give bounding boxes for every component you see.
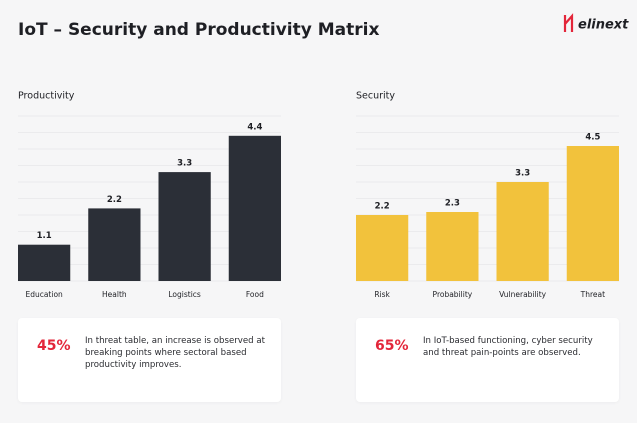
x-tick-label: Risk (374, 290, 390, 299)
page-title: IoT – Security and Productivity Matrix (18, 20, 379, 40)
bar (356, 215, 409, 281)
bar (496, 182, 549, 281)
value-label: 2.3 (445, 199, 460, 209)
callout-card: 45% In threat table, an increase is obse… (18, 318, 281, 402)
value-label: 3.3 (177, 159, 192, 169)
callout-card: 65% In IoT-based functioning, cyber secu… (356, 318, 619, 402)
value-label: 2.2 (375, 202, 390, 212)
bar (158, 172, 211, 281)
callout-figure: 65% (375, 338, 409, 354)
x-tick-label: Education (25, 290, 63, 299)
value-label: 4.5 (585, 133, 600, 143)
chart-title: Productivity (18, 91, 75, 102)
bar (426, 212, 479, 281)
bar (18, 244, 71, 281)
logo-icon (563, 13, 574, 32)
bar (88, 208, 141, 281)
value-label: 4.4 (247, 122, 262, 132)
callout-text: In IoT-based functioning, cyber security… (423, 336, 593, 358)
bar (228, 135, 281, 281)
x-tick-label: Probability (433, 290, 473, 299)
chart-title: Security (356, 91, 395, 102)
callout-text: In threat table, an increase is observed… (85, 336, 265, 370)
value-label: 2.2 (107, 195, 122, 205)
value-label: 1.1 (37, 231, 52, 241)
x-tick-label: Threat (580, 290, 605, 299)
x-tick-label: Vulnerability (499, 290, 546, 299)
x-tick-label: Health (102, 290, 127, 299)
callout-figure: 45% (37, 338, 71, 354)
x-tick-label: Food (246, 290, 264, 299)
logo-text: elinext (578, 18, 629, 33)
bar (566, 146, 619, 281)
value-label: 3.3 (515, 169, 530, 179)
x-tick-label: Logistics (168, 290, 201, 299)
